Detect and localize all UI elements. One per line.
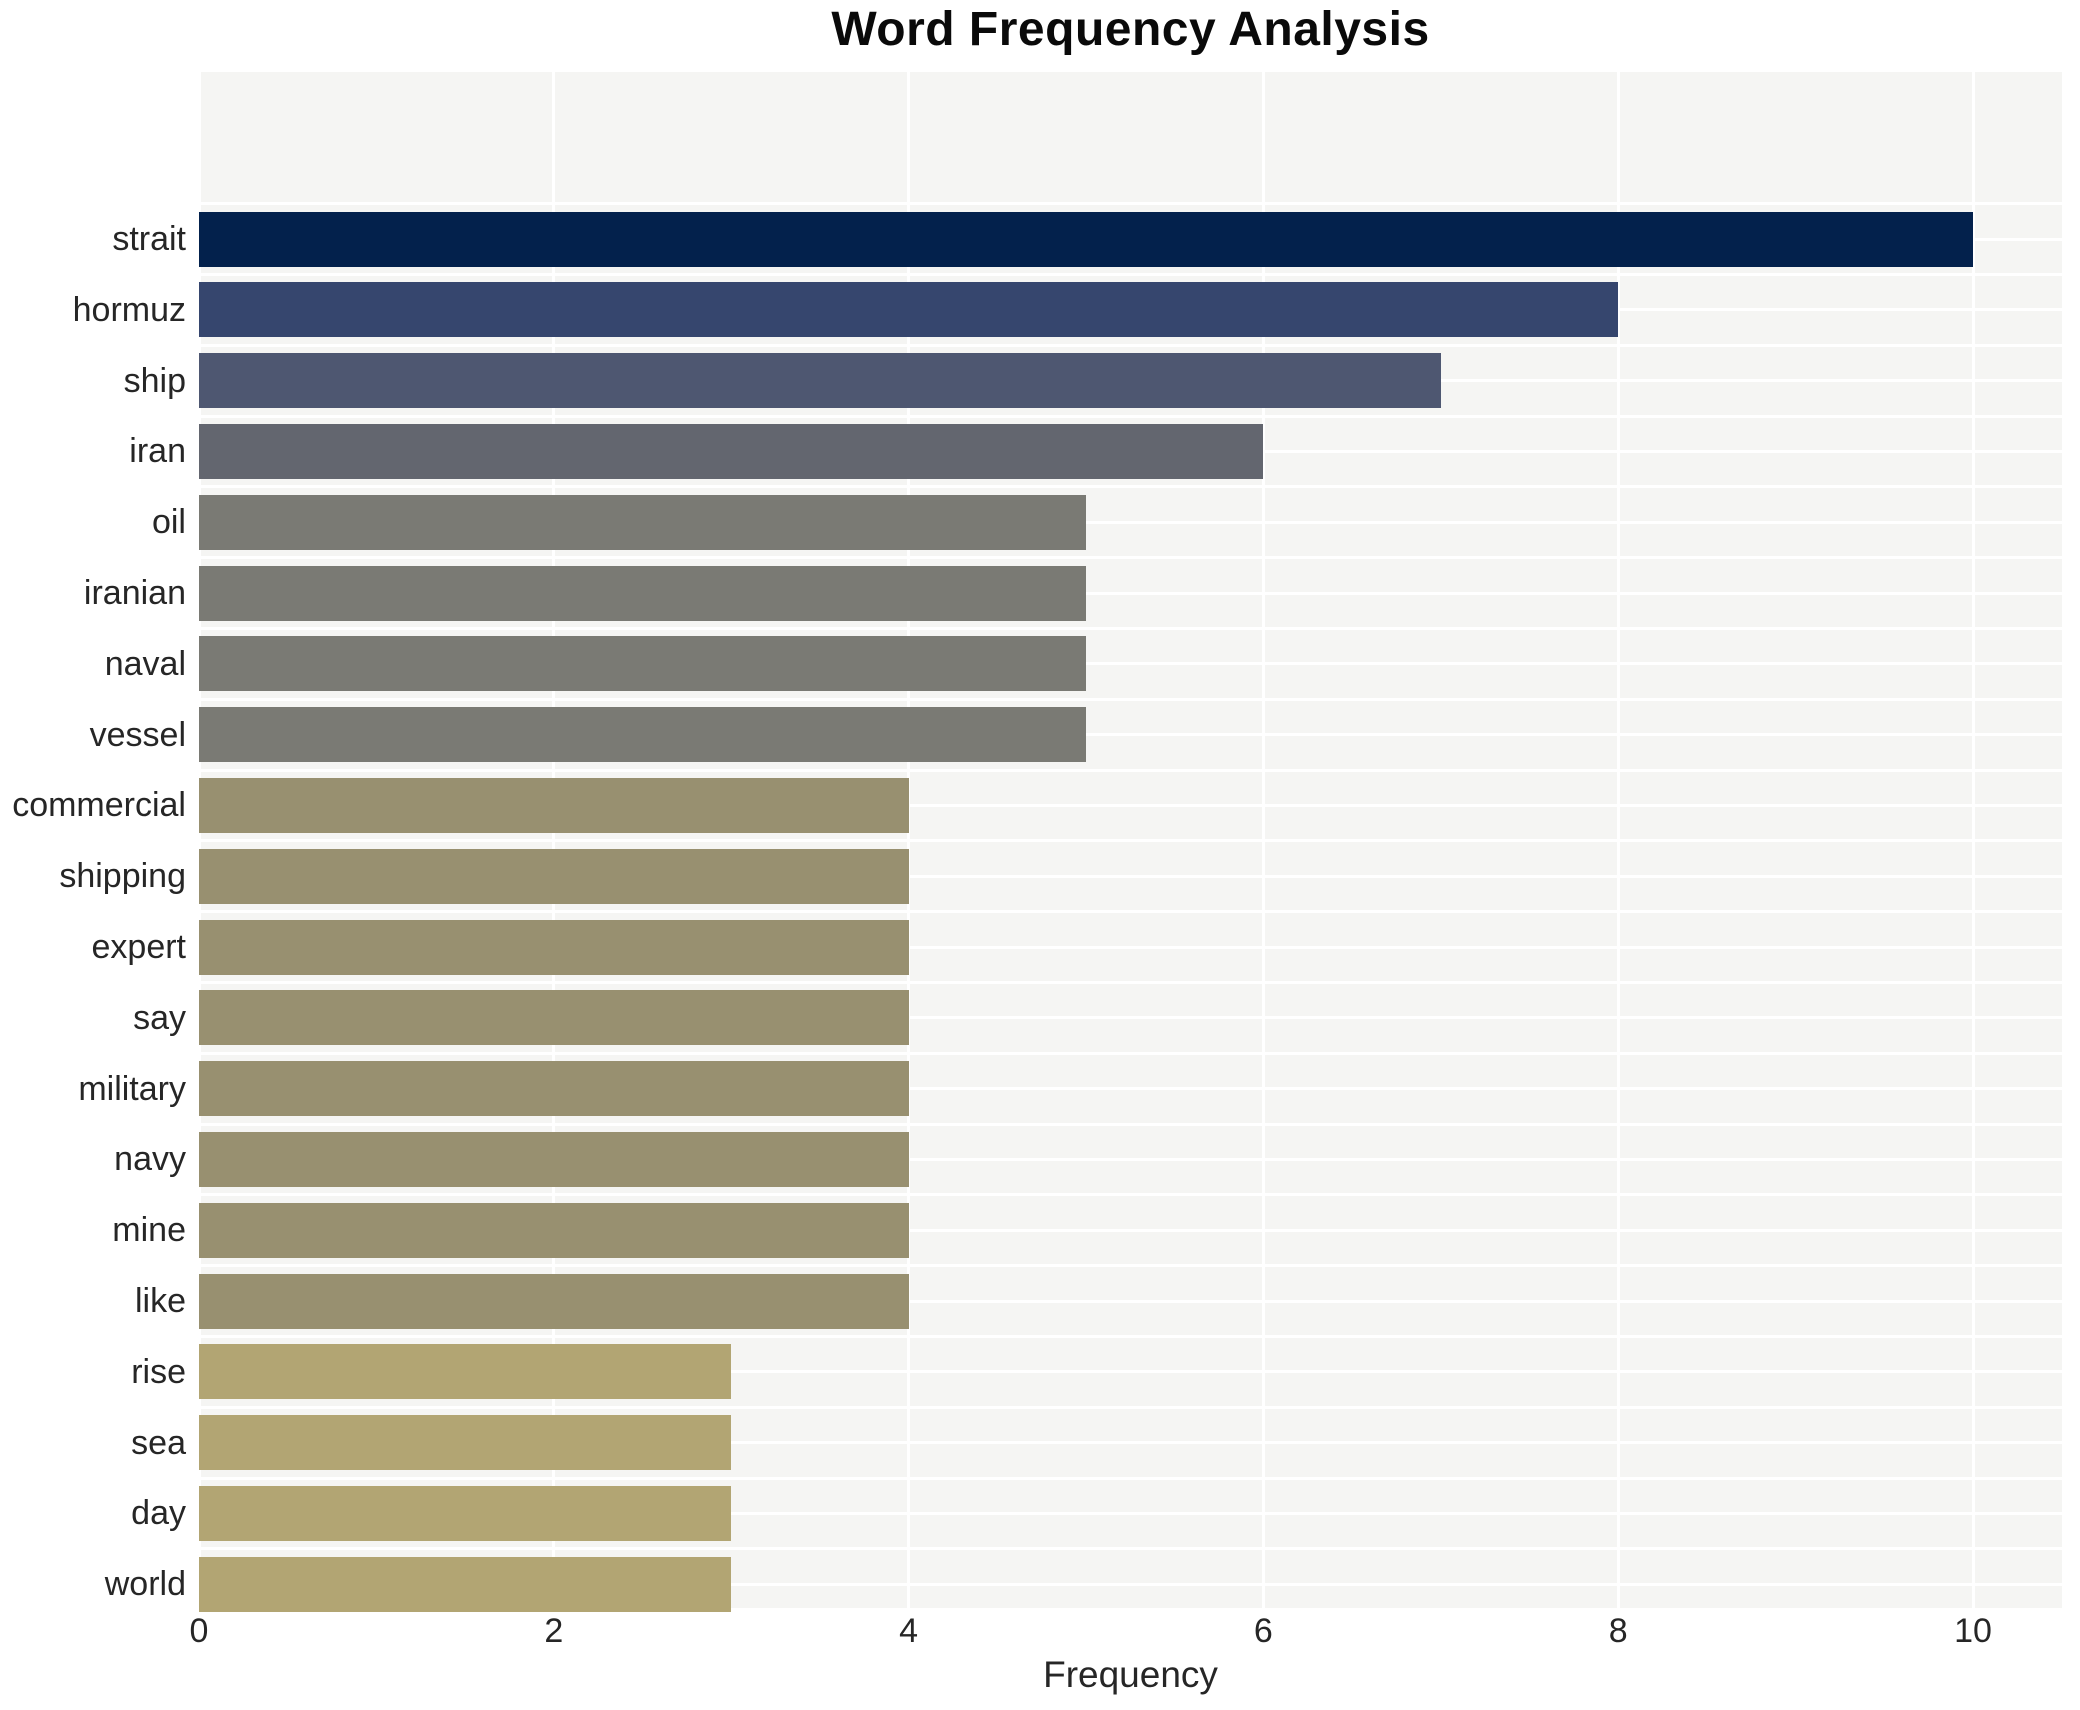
horizontal-gridline xyxy=(199,1511,2062,1515)
horizontal-gridline xyxy=(199,1016,2062,1020)
y-tick-label-hormuz: hormuz xyxy=(72,290,186,329)
horizontal-gridline xyxy=(199,1157,2062,1161)
bar-military xyxy=(199,1061,909,1117)
horizontal-gridline xyxy=(199,1122,2062,1126)
horizontal-gridline xyxy=(199,1370,2062,1374)
y-tick-label-sea: sea xyxy=(131,1423,186,1462)
horizontal-gridline xyxy=(199,202,2062,206)
bar-navy xyxy=(199,1131,909,1187)
bar-mine xyxy=(199,1202,909,1258)
y-tick-label-rise: rise xyxy=(131,1352,186,1391)
horizontal-gridline xyxy=(199,1547,2062,1551)
vertical-gridline xyxy=(1971,72,1975,1608)
horizontal-gridline xyxy=(199,874,2062,878)
bar-vessel xyxy=(199,707,1086,763)
bar-hormuz xyxy=(199,282,1619,338)
horizontal-gridline xyxy=(199,980,2062,984)
horizontal-gridline xyxy=(199,662,2062,666)
y-tick-label-naval: naval xyxy=(104,644,186,683)
horizontal-gridline xyxy=(199,1582,2062,1586)
horizontal-gridline xyxy=(199,697,2062,701)
horizontal-gridline xyxy=(199,733,2062,737)
x-tick-label-8: 8 xyxy=(1608,1612,1628,1650)
y-tick-label-military: military xyxy=(78,1069,186,1108)
y-tick-label-iranian: iranian xyxy=(83,574,186,612)
y-tick-label-expert: expert xyxy=(91,928,187,966)
y-tick-label-navy: navy xyxy=(114,1140,186,1179)
horizontal-gridline xyxy=(199,1334,2062,1338)
x-tick-label-10: 10 xyxy=(1954,1612,1992,1650)
horizontal-gridline xyxy=(199,626,2062,630)
bar-shipping xyxy=(199,848,909,904)
horizontal-gridline xyxy=(199,1193,2062,1197)
x-axis-label: Frequency xyxy=(1043,1654,1218,1695)
bar-expert xyxy=(199,919,909,975)
horizontal-gridline xyxy=(199,1476,2062,1480)
horizontal-gridline xyxy=(199,839,2062,843)
y-tick-label-shipping: shipping xyxy=(59,857,186,896)
x-tick-label-6: 6 xyxy=(1253,1612,1273,1650)
horizontal-gridline xyxy=(199,1441,2062,1445)
bar-naval xyxy=(199,636,1086,692)
y-tick-label-world: world xyxy=(104,1565,186,1604)
bar-world xyxy=(199,1556,732,1612)
vertical-gridline xyxy=(907,72,911,1608)
bar-iran xyxy=(199,423,1264,479)
y-tick-label-ship: ship xyxy=(123,361,186,400)
plot-area xyxy=(197,72,2062,1612)
horizontal-gridline xyxy=(199,768,2062,772)
horizontal-gridline xyxy=(199,520,2062,524)
horizontal-gridline xyxy=(199,272,2062,276)
horizontal-gridline xyxy=(199,343,2062,347)
horizontal-gridline xyxy=(199,591,2062,595)
y-tick-label-oil: oil xyxy=(151,503,186,542)
y-tick-label-like: like xyxy=(134,1282,186,1320)
bar-commercial xyxy=(199,777,909,833)
horizontal-gridline xyxy=(199,1405,2062,1409)
y-tick-label-mine: mine xyxy=(112,1211,186,1250)
vertical-gridline xyxy=(552,72,556,1608)
bar-ship xyxy=(199,353,1441,409)
horizontal-gridline xyxy=(199,945,2062,949)
horizontal-gridline xyxy=(199,1264,2062,1268)
y-tick-label-strait: strait xyxy=(112,220,186,258)
bar-sea xyxy=(199,1415,732,1471)
y-tick-label-vessel: vessel xyxy=(89,715,186,754)
y-tick-label-commercial: commercial xyxy=(12,786,186,825)
bar-strait xyxy=(199,211,1973,267)
vertical-gridline xyxy=(1616,72,1620,1608)
horizontal-gridline xyxy=(199,1087,2062,1091)
horizontal-gridline xyxy=(199,910,2062,914)
vertical-gridline xyxy=(197,72,201,1608)
bar-say xyxy=(199,990,909,1046)
bar-like xyxy=(199,1273,909,1329)
horizontal-gridline xyxy=(199,1228,2062,1232)
bar-oil xyxy=(199,494,1086,550)
horizontal-gridline xyxy=(199,556,2062,560)
bar-iranian xyxy=(199,565,1086,621)
vertical-gridline xyxy=(1261,72,1265,1608)
bar-rise xyxy=(199,1344,732,1400)
y-tick-label-day: day xyxy=(131,1494,186,1533)
horizontal-gridline xyxy=(199,1051,2062,1055)
x-tick-label-4: 4 xyxy=(899,1612,919,1650)
y-tick-label-iran: iran xyxy=(129,432,186,471)
chart-title: Word Frequency Analysis xyxy=(831,3,1430,56)
horizontal-gridline xyxy=(199,414,2062,418)
horizontal-gridline xyxy=(199,1299,2062,1303)
x-tick-label-2: 2 xyxy=(544,1612,564,1650)
x-tick-label-0: 0 xyxy=(189,1612,209,1650)
horizontal-gridline xyxy=(199,803,2062,807)
bar-day xyxy=(199,1485,732,1541)
y-tick-label-say: say xyxy=(133,998,186,1037)
horizontal-gridline xyxy=(199,485,2062,489)
